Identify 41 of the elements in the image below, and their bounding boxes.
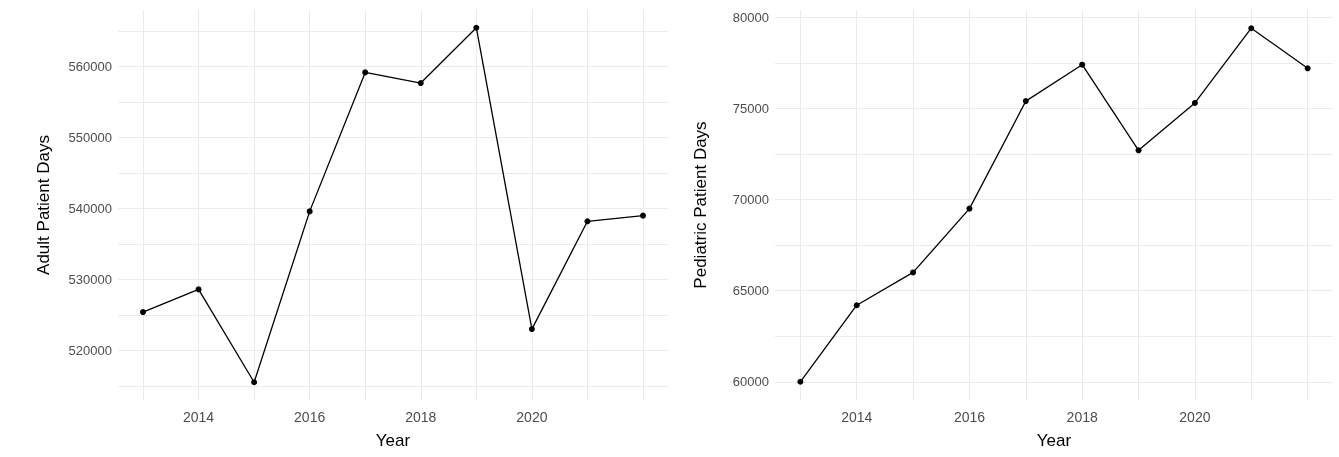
point [1079,61,1086,68]
point [251,379,258,386]
point [966,205,973,212]
x-axis-title: Year [375,431,411,450]
x-tick-label: 2020 [1179,409,1211,425]
point [1022,98,1029,105]
point [1191,99,1198,106]
y-tick-label: 560000 [68,59,112,75]
point [306,208,313,215]
y-tick-label: 530000 [68,271,112,287]
point [797,378,804,385]
point [1304,65,1311,72]
x-tick-label: 2020 [516,409,548,425]
point [640,212,646,219]
y-tick-label: 80000 [732,9,769,25]
point [853,302,860,309]
point [362,69,369,76]
x-tick-label: 2018 [1066,409,1098,425]
x-tick-label: 2014 [182,409,215,425]
y-tick-label: 70000 [732,192,769,208]
point [910,269,917,276]
y-tick-label: 540000 [68,201,112,217]
x-tick-label: 2018 [405,409,437,425]
y-tick-label: 60000 [732,374,769,390]
point [195,286,202,293]
point [1248,25,1255,32]
x-axis-title: Year [1036,431,1072,450]
y-tick-label: 65000 [732,283,769,299]
y-tick-label: 75000 [732,100,769,116]
point [584,218,591,225]
y-tick-label: 550000 [68,130,112,146]
y-axis-title: Pediatric Patient Days [691,121,710,289]
x-tick-label: 2016 [953,409,986,425]
x-tick-label: 2014 [841,409,873,425]
x-tick-label: 2016 [294,409,326,425]
point [528,326,535,333]
point [473,24,480,31]
y-axis-title: Adult Patient Days [34,135,53,275]
point [140,309,146,316]
point [417,80,424,87]
y-tick-label: 520000 [68,342,112,358]
